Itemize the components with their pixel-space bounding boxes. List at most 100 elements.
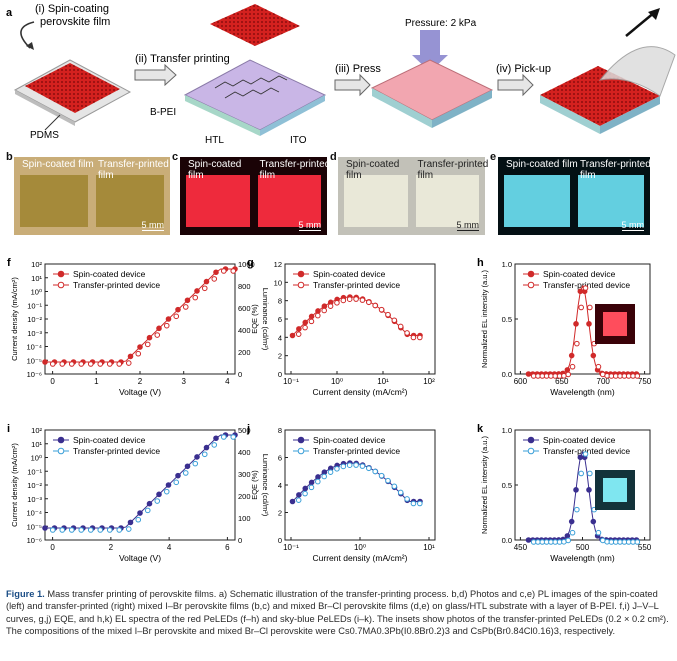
data-point <box>565 371 572 378</box>
data-point <box>410 334 417 341</box>
ytick-label: 10⁻⁴ <box>26 509 42 518</box>
stamp-texture <box>210 4 300 46</box>
y2tick-label: 100 <box>238 514 251 523</box>
data-point <box>346 296 353 303</box>
data-point <box>49 527 56 533</box>
pickup-arrowhead-icon <box>648 8 660 20</box>
ito-label: ITO <box>290 135 307 145</box>
legend-marker <box>57 436 65 444</box>
legend-entry: Transfer-printed device <box>543 446 630 456</box>
y2axis-label: Luminance (cd/m²) <box>261 288 270 351</box>
data-point <box>340 297 347 304</box>
film-left <box>186 175 250 227</box>
legend-entry: Spin-coated device <box>313 435 386 445</box>
data-point <box>302 319 309 326</box>
step1b-label: perovskite film <box>40 16 110 28</box>
data-point <box>289 498 296 505</box>
yaxis-label: Current density (mA/cm²) <box>10 443 19 527</box>
data-point <box>165 482 172 488</box>
ytick-label: 6 <box>278 315 282 324</box>
ytick-label: 10² <box>31 260 42 269</box>
ytick-label: 4 <box>278 481 282 490</box>
film-label-right: Transfer-printed film <box>417 159 489 181</box>
data-point <box>327 469 334 475</box>
ytick-label: 2 <box>278 352 282 361</box>
data-point <box>302 324 308 331</box>
data-point <box>184 297 191 304</box>
film-left <box>344 175 408 227</box>
data-point <box>184 463 191 470</box>
xaxis-label: Voltage (V) <box>119 553 161 563</box>
data-point <box>417 500 423 507</box>
xtick-label: 550 <box>638 543 652 552</box>
pickup-edge-left <box>540 95 600 134</box>
ytick-label: 10⁻⁴ <box>26 343 42 352</box>
film-left <box>504 175 570 227</box>
data-point <box>391 317 398 324</box>
spin-arrowhead-icon <box>26 42 34 50</box>
polymer-chain <box>214 75 288 89</box>
xtick-label: 500 <box>576 543 590 552</box>
data-point <box>173 479 180 486</box>
step2-label: (ii) Transfer printing <box>135 53 230 65</box>
data-point <box>340 463 347 470</box>
y2tick-label: 600 <box>238 304 251 313</box>
data-point <box>595 363 602 370</box>
step4-label: (iv) Pick-up <box>496 63 551 75</box>
data-point <box>586 321 592 327</box>
htl-edge <box>185 95 260 136</box>
legend-entry: Transfer-printed device <box>313 446 400 456</box>
ytick-label: 10⁰ <box>31 454 42 463</box>
data-point <box>163 488 170 495</box>
xtick-label: 10¹ <box>423 543 435 552</box>
data-point <box>59 361 66 367</box>
y2tick-label: 200 <box>238 348 251 357</box>
ytick-label: 10² <box>31 426 42 435</box>
data-point <box>289 332 296 339</box>
arrow-ii-icon <box>134 63 177 87</box>
xtick-label: 10⁻¹ <box>283 543 299 552</box>
legend-entry: Transfer-printed device <box>543 280 630 290</box>
panel-label-f: f <box>7 257 11 269</box>
legend-marker <box>297 447 305 455</box>
data-point <box>327 303 334 309</box>
ytick-label: 8 <box>278 426 282 435</box>
data-point <box>564 533 571 539</box>
data-point <box>165 316 172 322</box>
data-point <box>353 462 359 468</box>
film-texture-1 <box>25 63 120 113</box>
data-point <box>574 506 580 513</box>
film-right <box>257 175 321 227</box>
data-point <box>156 491 162 498</box>
film-left <box>20 175 88 227</box>
panel-label-i: i <box>7 423 10 435</box>
ytick-label: 0.0 <box>502 536 512 545</box>
ito-edge <box>260 95 325 136</box>
ytick-label: 10¹ <box>31 274 42 283</box>
data-point <box>192 294 199 301</box>
data-point <box>137 510 143 516</box>
data-point <box>42 525 48 531</box>
pdms-edge <box>15 90 75 126</box>
xtick-label: 10¹ <box>377 377 389 386</box>
ytick-label: 10⁻¹ <box>27 467 42 476</box>
data-point <box>49 361 56 367</box>
data-point <box>587 304 593 311</box>
data-point <box>116 361 123 367</box>
data-point <box>163 322 170 329</box>
yaxis-label: EQE (%) <box>250 470 259 500</box>
legend-marker <box>57 281 65 289</box>
legend-marker <box>297 436 305 444</box>
photo-e: Spin-coated film Transfer-printed film 5 m… <box>498 157 651 235</box>
pressed-edge-right <box>432 90 492 128</box>
data-point <box>587 470 593 477</box>
y2tick-label: 0 <box>238 536 242 545</box>
ytick-label: 1.0 <box>502 260 512 269</box>
legend-marker <box>527 270 535 278</box>
ytick-label: 0.5 <box>502 481 512 490</box>
data-point <box>372 302 378 309</box>
data-point <box>78 527 85 533</box>
data-point <box>378 472 385 479</box>
data-point <box>230 268 237 274</box>
xtick-label: 4 <box>167 543 172 552</box>
